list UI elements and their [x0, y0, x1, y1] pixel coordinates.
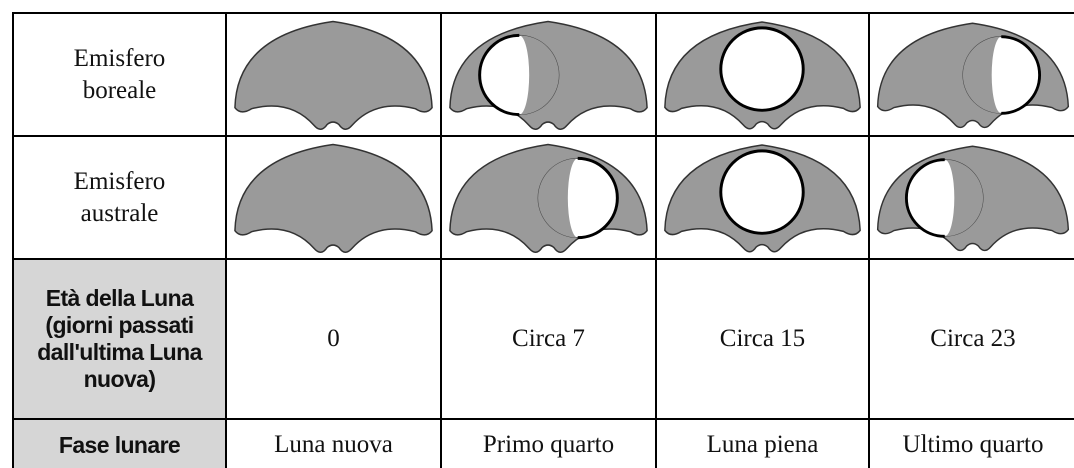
cell-text: Circa 15: [719, 325, 806, 353]
cell-text: Circa 7: [512, 325, 585, 353]
table-cell: Circa 15: [655, 258, 868, 418]
table-cell: Circa 7: [440, 258, 655, 418]
moon-illustration: [449, 20, 648, 130]
moon-shape: [234, 20, 433, 130]
moon-shape: [904, 158, 945, 238]
moon-illustration: [449, 143, 648, 253]
row-header-text: Fase lunare: [58, 431, 181, 458]
moon-shape: [478, 33, 520, 117]
table-cell: Primo quarto: [440, 418, 655, 468]
moon-cell: [225, 12, 440, 135]
table-cell: 0: [225, 258, 440, 418]
table-cell: Circa 23: [868, 258, 1074, 418]
row-header: Fase lunare: [12, 418, 225, 468]
cell-text: Luna nuova: [274, 431, 393, 459]
moon-cell: [868, 12, 1074, 135]
row-header-text: Emisfero australe: [73, 168, 166, 227]
table-cell: Ultimo quarto: [868, 418, 1074, 468]
moon-shape: [519, 35, 559, 115]
moon-cell: [868, 135, 1074, 258]
cell-text: 0: [327, 325, 340, 353]
moon-cell: [225, 135, 440, 258]
moon-shape: [944, 159, 984, 237]
table-cell: Luna nuova: [225, 418, 440, 468]
moon-cell: [440, 135, 655, 258]
row-header-text: Età della Luna (giorni passati dall'ulti…: [37, 285, 202, 392]
moon-shape: [577, 156, 619, 240]
moon-shape: [719, 26, 805, 112]
moon-shape: [538, 158, 578, 238]
cell-text: Ultimo quarto: [902, 431, 1044, 459]
cell-text: Luna piena: [706, 431, 819, 459]
moon-shape: [719, 149, 805, 235]
row-header: Età della Luna (giorni passati dall'ulti…: [12, 258, 225, 418]
cell-text: Circa 23: [930, 325, 1016, 353]
row-header: Emisfero australe: [12, 135, 225, 258]
moon-illustration: [876, 145, 1070, 252]
moon-illustration: [234, 20, 433, 130]
moon-shape: [1001, 35, 1042, 115]
cell-text: Primo quarto: [482, 431, 615, 459]
moon-shape: [234, 143, 433, 253]
moon-illustration: [876, 22, 1070, 129]
row-header: Emisfero boreale: [12, 12, 225, 135]
table-cell: Luna piena: [655, 418, 868, 468]
moon-cell: [655, 12, 868, 135]
row-header-text: Emisfero boreale: [73, 45, 166, 104]
moon-illustration: [664, 21, 861, 130]
moon-cell: [655, 135, 868, 258]
moon-shape: [962, 36, 1002, 114]
moon-cell: [440, 12, 655, 135]
moon-illustration: [664, 144, 861, 253]
moon-illustration: [234, 143, 433, 253]
